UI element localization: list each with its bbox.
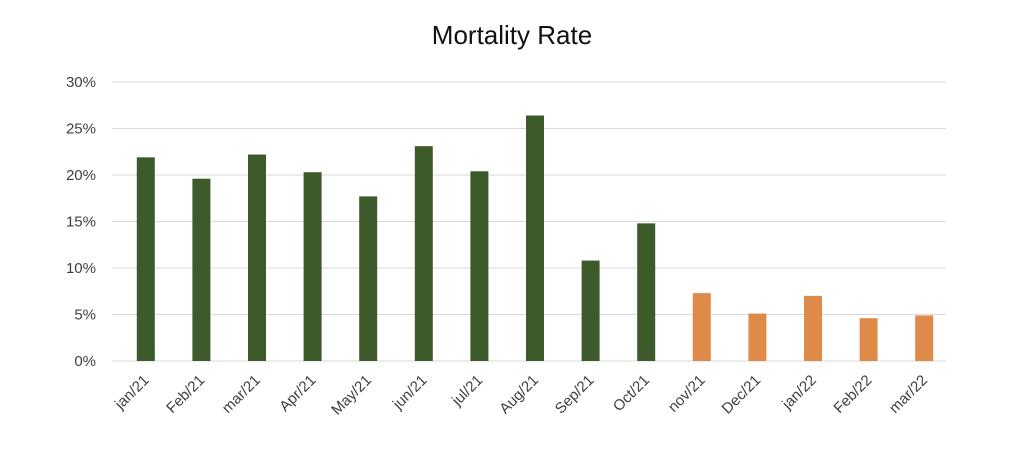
chart-title: Mortality Rate: [431, 20, 593, 50]
x-tick-label: Oct/21: [610, 372, 653, 415]
x-tick-label: mar/22: [886, 372, 931, 417]
bar-mar-22: [915, 315, 934, 361]
bar-feb-22: [859, 318, 878, 361]
y-tick-label: 0%: [74, 353, 96, 370]
x-tick-label: jan/21: [111, 372, 153, 414]
y-tick-label: 5%: [74, 307, 96, 324]
x-tick-label: Sep/21: [552, 372, 598, 418]
y-tick-label: 30%: [66, 74, 96, 91]
bars: [136, 115, 934, 361]
bar-dec-21: [748, 313, 767, 361]
x-tick-label: Feb/21: [163, 372, 208, 417]
bar-may-21: [359, 196, 378, 361]
x-tick-label: jul/21: [448, 372, 486, 410]
x-tick-label: Aug/21: [496, 372, 542, 418]
y-tick-label: 20%: [66, 167, 96, 184]
x-tick-label: nov/21: [665, 372, 709, 416]
x-tick-label: mar/21: [219, 372, 264, 417]
bar-mar-21: [248, 154, 266, 361]
bar-aug-21: [526, 115, 544, 361]
bar-apr-21: [303, 172, 322, 361]
x-tick-label: May/21: [328, 372, 375, 419]
y-tick-label: 25%: [66, 121, 96, 138]
bar-jan-22: [804, 295, 822, 361]
x-tick-label: jun/21: [389, 372, 431, 414]
bar-feb-21: [192, 178, 211, 361]
x-tick-label: jan/22: [778, 372, 820, 414]
x-axis-ticks: jan/21 Feb/21 mar/21 Apr/21 May/21 jun/21 jul/…: [111, 372, 931, 419]
y-tick-label: 10%: [66, 260, 96, 277]
bar-sep-21: [581, 260, 600, 361]
y-tick-label: 15%: [66, 214, 96, 231]
bar-nov-21: [692, 293, 711, 361]
bar-jan-21: [136, 157, 155, 361]
bar-jun-21: [414, 146, 433, 361]
x-tick-label: Feb/22: [830, 372, 875, 417]
bar-oct-21: [637, 223, 656, 361]
x-tick-label: Apr/21: [276, 372, 319, 415]
bar-jul-21: [470, 171, 489, 361]
y-axis-ticks: 0% 5% 10% 15% 20% 25% 30%: [66, 74, 96, 370]
x-tick-label: Dec/21: [719, 372, 765, 418]
